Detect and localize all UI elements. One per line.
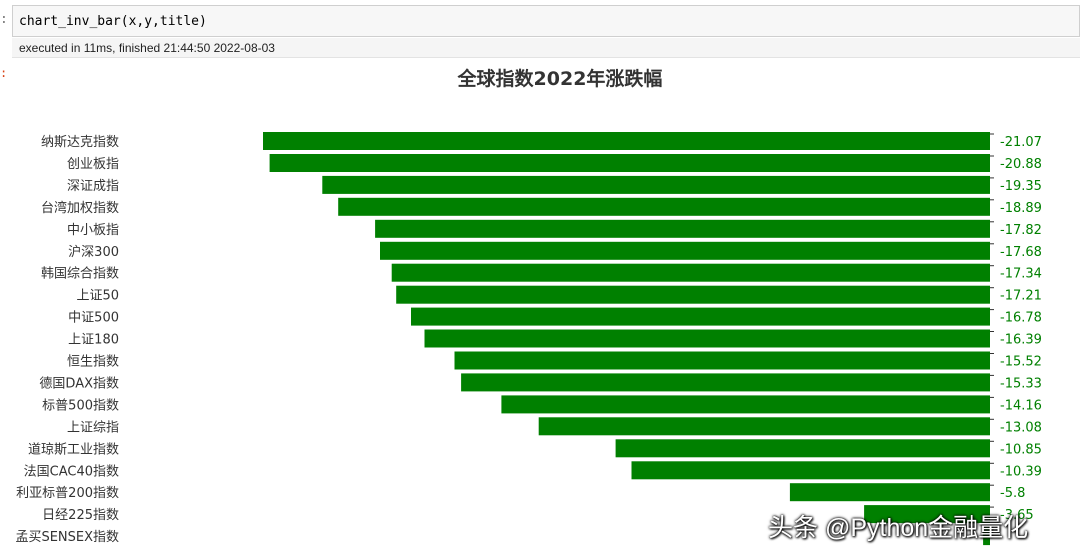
value-label: -14.16 (1000, 398, 1042, 413)
category-label: 上证综指 (67, 420, 119, 435)
bar (789, 483, 990, 502)
value-label: -10.39 (1000, 464, 1042, 479)
bar-chart: 全球指数2022年涨跌幅 纳斯达克指数 -21.07 创业板指 -20.88 深证成指 -… (15, 67, 1042, 546)
bar (322, 175, 990, 194)
category-label: 德国DAX指数 (39, 376, 119, 391)
bar (424, 329, 990, 348)
bar (375, 219, 991, 238)
category-label: 创业板指 (67, 157, 119, 172)
bar (411, 307, 990, 326)
value-label: -16.78 (1000, 311, 1042, 326)
category-label: 中小板指 (67, 223, 119, 238)
bar (538, 417, 990, 436)
value-label: -10.85 (1000, 442, 1042, 457)
value-label: -20.88 (1000, 157, 1042, 172)
chart-title: 全球指数2022年涨跌幅 (457, 67, 663, 90)
bar (501, 395, 990, 414)
value-label: -15.33 (1000, 376, 1042, 391)
category-label: 利亚标普200指数 (16, 486, 119, 501)
value-label: -15.52 (1000, 355, 1042, 370)
execution-info: executed in 11ms, finished 21:44:50 2022… (12, 38, 1080, 58)
output-prompt: : (0, 66, 8, 80)
bar (396, 285, 990, 304)
value-label: -21.07 (1000, 135, 1042, 150)
value-label: -17.82 (1000, 223, 1042, 238)
bar (615, 439, 990, 458)
value-label: -16.39 (1000, 333, 1042, 348)
bar (269, 154, 991, 172)
value-label: -5.8 (1000, 486, 1025, 501)
category-label: 深证成指 (67, 179, 119, 194)
value-label: -17.68 (1000, 245, 1042, 260)
execution-info-text: executed in 11ms, finished 21:44:50 2022… (19, 41, 275, 55)
category-label: 恒生指数 (67, 355, 119, 370)
bar (864, 505, 990, 524)
category-label: 中证500 (68, 311, 119, 326)
category-label: 上证50 (76, 289, 119, 304)
value-label: -19.35 (1000, 179, 1042, 194)
category-label: 法国CAC40指数 (24, 464, 119, 479)
category-label: 沪深300 (68, 244, 119, 260)
code-cell[interactable]: chart_inv_bar(x,y,title) (12, 5, 1080, 37)
bar (461, 373, 991, 392)
bar (983, 527, 990, 546)
bar (454, 351, 990, 370)
value-label: -17.34 (1000, 267, 1042, 282)
value-label: -17.21 (1000, 289, 1042, 304)
bar (338, 197, 990, 216)
category-label: 纳斯达克指数 (41, 135, 119, 150)
bar (263, 132, 990, 150)
category-label: 上证180 (68, 333, 119, 348)
category-label: 标普500指数 (42, 398, 119, 413)
category-label: 孟买SENSEX指数 (15, 530, 119, 545)
value-label: -3.65 (1000, 508, 1034, 523)
input-prompt: : (0, 12, 8, 27)
category-label: 台湾加权指数 (41, 200, 119, 216)
category-label: 日经225指数 (42, 508, 119, 523)
watermark: 头条 @Python金融量化 (768, 514, 1029, 542)
value-label: -13.08 (1000, 420, 1042, 435)
category-label: 道琼斯工业指数 (28, 442, 119, 457)
value-label: -18.89 (1000, 201, 1042, 216)
bar (380, 241, 990, 260)
code-text: chart_inv_bar(x,y,title) (19, 14, 207, 29)
category-label: 韩国综合指数 (41, 267, 119, 282)
bar (631, 461, 990, 480)
bar (391, 263, 990, 282)
